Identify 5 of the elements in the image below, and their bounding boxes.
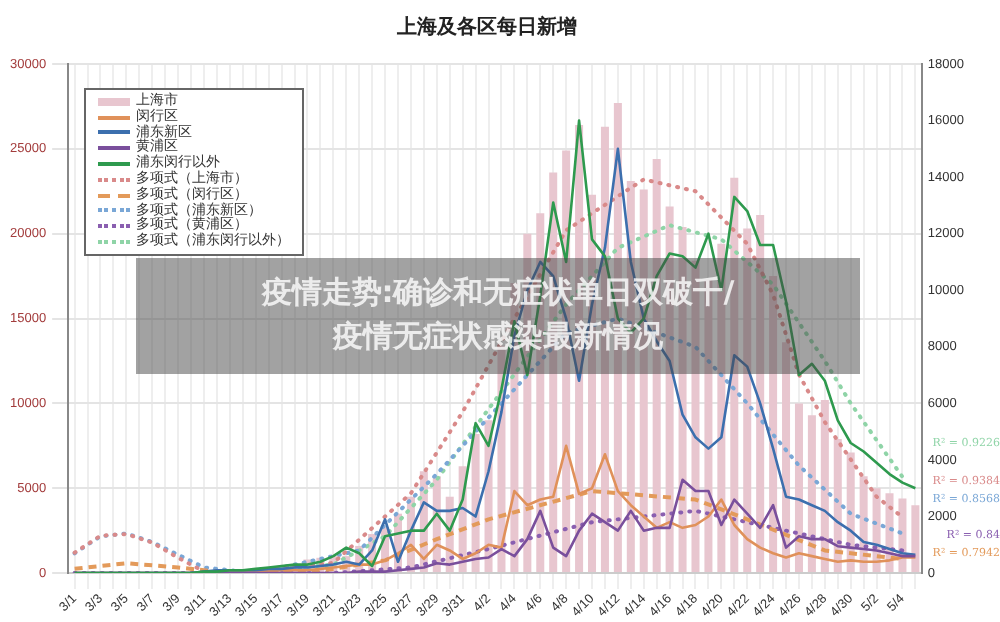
chart-title: 上海及各区每日新增 [395,15,577,40]
bar [743,228,752,573]
bar [807,415,816,573]
bar [911,505,920,573]
bar [756,215,765,573]
